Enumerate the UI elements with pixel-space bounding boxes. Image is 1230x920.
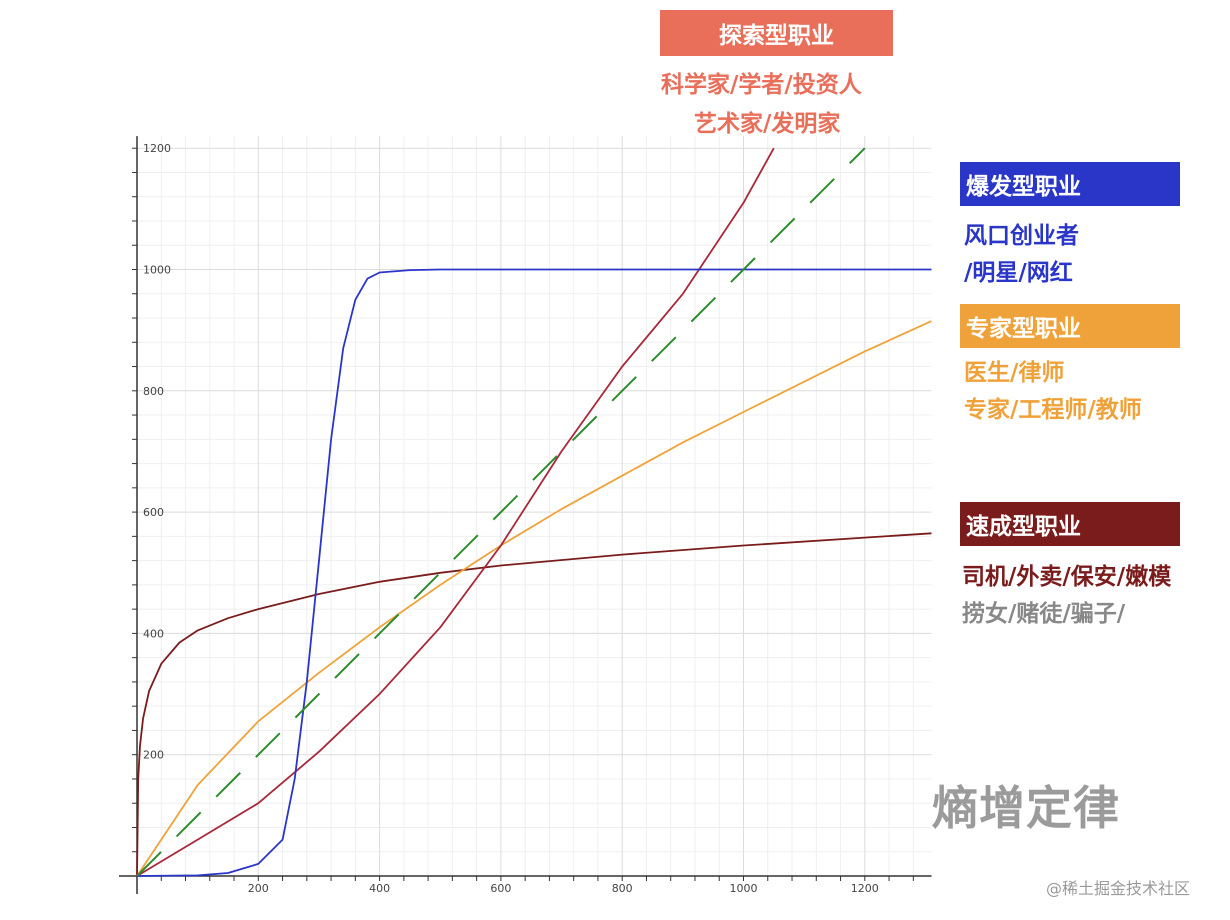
y-tick-label: 1000 [143,264,171,277]
y-tick-label: 600 [143,506,164,519]
x-tick-label: 600 [490,882,511,895]
series-line-explorer [136,147,775,877]
expert-title: 专家型职业 [966,316,1081,342]
expert-line2: 专家/工程师/教师 [964,397,1142,423]
expert-line1: 医生/律师 [964,360,1065,386]
grid-minor [137,136,932,876]
ticks: 200 400 600 800 1000 1200 200 400 600 800 1000 1200 [132,142,914,895]
x-tick-label: 200 [248,882,269,895]
grid-major [137,136,932,876]
quick-title: 速成型职业 [966,514,1081,540]
series-line-burst [136,268,932,877]
watermark-text: 熵增定律 [932,781,1120,835]
y-tick-label: 400 [143,627,164,640]
x-tick-label: 800 [612,882,633,895]
x-tick-label: 1200 [851,882,879,895]
series-line-reference [136,147,866,877]
credit-text: @稀土掘金技术社区 [1046,879,1191,898]
y-tick-label: 200 [143,749,164,762]
burst-badge: 爆发型职业 [960,162,1180,206]
y-tick-label: 800 [143,385,164,398]
explorer-line2: 艺术家/发明家 [694,111,841,137]
series-line-expert [136,320,932,877]
explorer-title: 探索型职业 [719,23,834,49]
series-lines [136,147,932,877]
explorer-badge: 探索型职业 [660,10,893,56]
burst-line1: 风口创业者 [964,223,1079,249]
explorer-line1: 科学家/学者/投资人 [661,72,862,98]
expert-badge: 专家型职业 [960,304,1180,348]
burst-title: 爆发型职业 [966,174,1081,200]
quick-line1: 司机/外卖/保安/嫩模 [962,564,1172,590]
quick-badge: 速成型职业 [960,502,1180,546]
x-tick-label: 400 [369,882,390,895]
burst-line2: /明星/网红 [964,260,1073,286]
series-line-quick [136,532,932,877]
y-tick-label: 1200 [143,142,171,155]
x-tick-label: 1000 [730,882,758,895]
quick-line2: 捞女/赌徒/骗子/ [962,601,1126,627]
